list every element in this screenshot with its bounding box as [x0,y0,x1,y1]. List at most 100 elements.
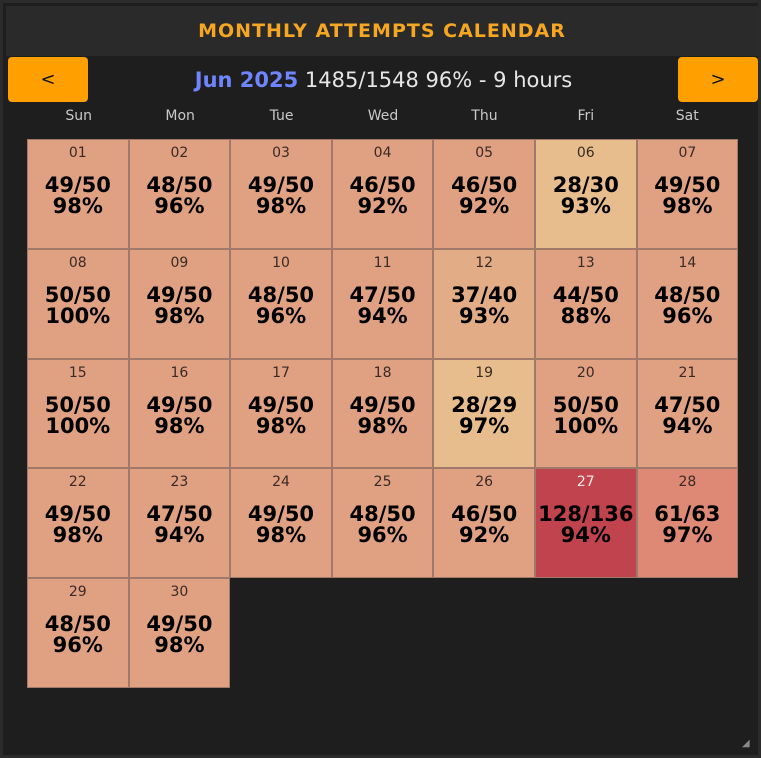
day-cell[interactable]: 05 46/50 92% [433,139,535,249]
attempts-count: 46/50 [451,173,518,197]
day-cell[interactable]: 14 48/50 96% [636,248,739,359]
attempts-percent: 92% [459,194,510,218]
day-number: 24 [272,474,290,491]
day-cell[interactable]: 17 49/50 98% [230,358,332,469]
day-cell[interactable]: 25 48/50 96% [331,468,434,579]
attempts-count: 49/50 [247,173,315,197]
attempts-percent: 100% [553,413,619,438]
day-number: 01 [68,145,87,161]
day-cell[interactable]: 18 49/50 98% [331,358,434,469]
attempts-percent: 96% [52,633,103,658]
attempts-percent: 97% [459,413,510,438]
attempts-percent: 94% [560,523,611,548]
day-number: 07 [678,145,697,161]
attempts-count: 28/29 [451,392,518,417]
month-header: Jun 2025 1485/1548 96% - 9 hours [3,65,761,95]
day-cell[interactable]: 10 48/50 96% [230,248,332,359]
day-cell[interactable]: 12 37/40 93% [433,248,535,359]
day-cell[interactable]: 06 28/30 93% [534,139,637,249]
attempts-count: 48/50 [247,282,315,307]
attempts-count: 49/50 [44,502,111,527]
weekday-header-row: Sun Mon Tue Wed Thu Fri Sat [28,108,738,128]
attempts-percent: 98% [52,194,103,218]
day-cell[interactable]: 28 61/63 97% [636,468,739,579]
day-number: 14 [678,254,697,271]
weekday-label: Wed [367,108,399,124]
weekday-label: Sun [65,108,93,124]
day-cell[interactable]: 22 49/50 98% [27,468,129,579]
attempts-percent: 98% [255,413,307,438]
attempts-percent: 100% [45,303,111,328]
attempts-count: 46/50 [451,502,518,527]
day-cell[interactable]: 08 50/50 100% [27,248,129,359]
attempts-count: 49/50 [44,173,111,197]
day-number: 16 [170,364,189,381]
weekday-label: Thu [471,108,498,124]
attempts-count: 128/136 [538,502,634,527]
day-cell[interactable]: 20 50/50 100% [534,358,637,469]
weekday-label: Tue [269,108,294,124]
day-number: 15 [68,364,87,381]
attempts-percent: 94% [357,303,408,328]
day-cell[interactable]: 07 49/50 98% [636,139,739,249]
day-cell[interactable]: 21 47/50 94% [636,358,739,469]
day-cell[interactable]: 16 49/50 98% [128,358,231,469]
day-cell[interactable]: 30 49/50 98% [128,578,231,688]
attempts-count: 47/50 [146,502,213,527]
day-number: 22 [68,474,87,491]
attempts-percent: 96% [154,194,205,218]
day-number: 02 [170,145,189,161]
attempts-percent: 93% [459,303,510,328]
attempts-percent: 98% [357,413,408,438]
attempts-percent: 88% [560,303,611,328]
day-number: 08 [68,254,87,271]
attempts-count: 49/50 [247,392,315,417]
day-cell[interactable]: 15 50/50 100% [27,358,129,469]
attempts-percent: 98% [154,633,205,658]
day-cell[interactable]: 26 46/50 92% [433,468,535,579]
day-cell[interactable]: 19 28/29 97% [433,358,535,469]
attempts-count: 28/30 [552,173,619,197]
attempts-count: 50/50 [44,392,111,417]
title-bar: MONTHLY ATTEMPTS CALENDAR [6,6,758,56]
day-number: 10 [272,254,290,271]
day-cell[interactable]: 13 44/50 88% [534,248,637,359]
attempts-count: 49/50 [349,392,416,417]
day-cell[interactable]: 02 48/50 96% [128,139,231,249]
month-stats: 1485/1548 96% - 9 hours [304,68,573,92]
day-cell[interactable]: 09 49/50 98% [128,248,231,359]
attempts-percent: 96% [255,303,307,328]
attempts-percent: 98% [662,194,713,218]
attempts-percent: 96% [357,523,408,548]
weekday-label: Sat [675,108,699,124]
day-cell[interactable]: 11 47/50 94% [331,248,434,359]
day-cell[interactable]: 04 46/50 92% [331,139,434,249]
attempts-count: 48/50 [44,612,111,637]
prev-month-button[interactable]: < [8,57,88,102]
attempts-percent: 96% [662,303,713,328]
attempts-count: 50/50 [44,282,111,307]
day-cell[interactable]: 24 49/50 98% [230,468,332,579]
day-cell[interactable]: 27 128/136 94% [534,468,637,579]
day-number: 28 [678,474,697,491]
day-cell[interactable]: 29 48/50 96% [27,578,129,688]
calendar-grid: 01 49/50 98% 02 48/50 96% 03 49/50 98% 04 46/50 92%… [27,139,739,688]
day-number: 17 [272,364,290,381]
day-number: 26 [475,474,494,491]
attempts-percent: 100% [45,413,111,438]
next-month-button[interactable]: > [678,57,758,102]
day-cell[interactable]: 01 49/50 98% [27,139,129,249]
day-cell[interactable]: 23 47/50 94% [128,468,231,579]
month-label: Jun 2025 [194,68,299,92]
resize-handle-icon[interactable]: ◢ [742,738,750,749]
attempts-percent: 94% [662,413,713,438]
day-number: 09 [170,254,189,271]
day-number: 06 [576,145,595,161]
day-cell[interactable]: 03 49/50 98% [230,139,332,249]
attempts-count: 61/63 [654,502,721,527]
attempts-percent: 98% [154,303,205,328]
attempts-percent: 92% [357,194,408,218]
day-number: 19 [475,364,494,381]
attempts-percent: 94% [154,523,205,548]
day-number: 29 [68,584,87,601]
